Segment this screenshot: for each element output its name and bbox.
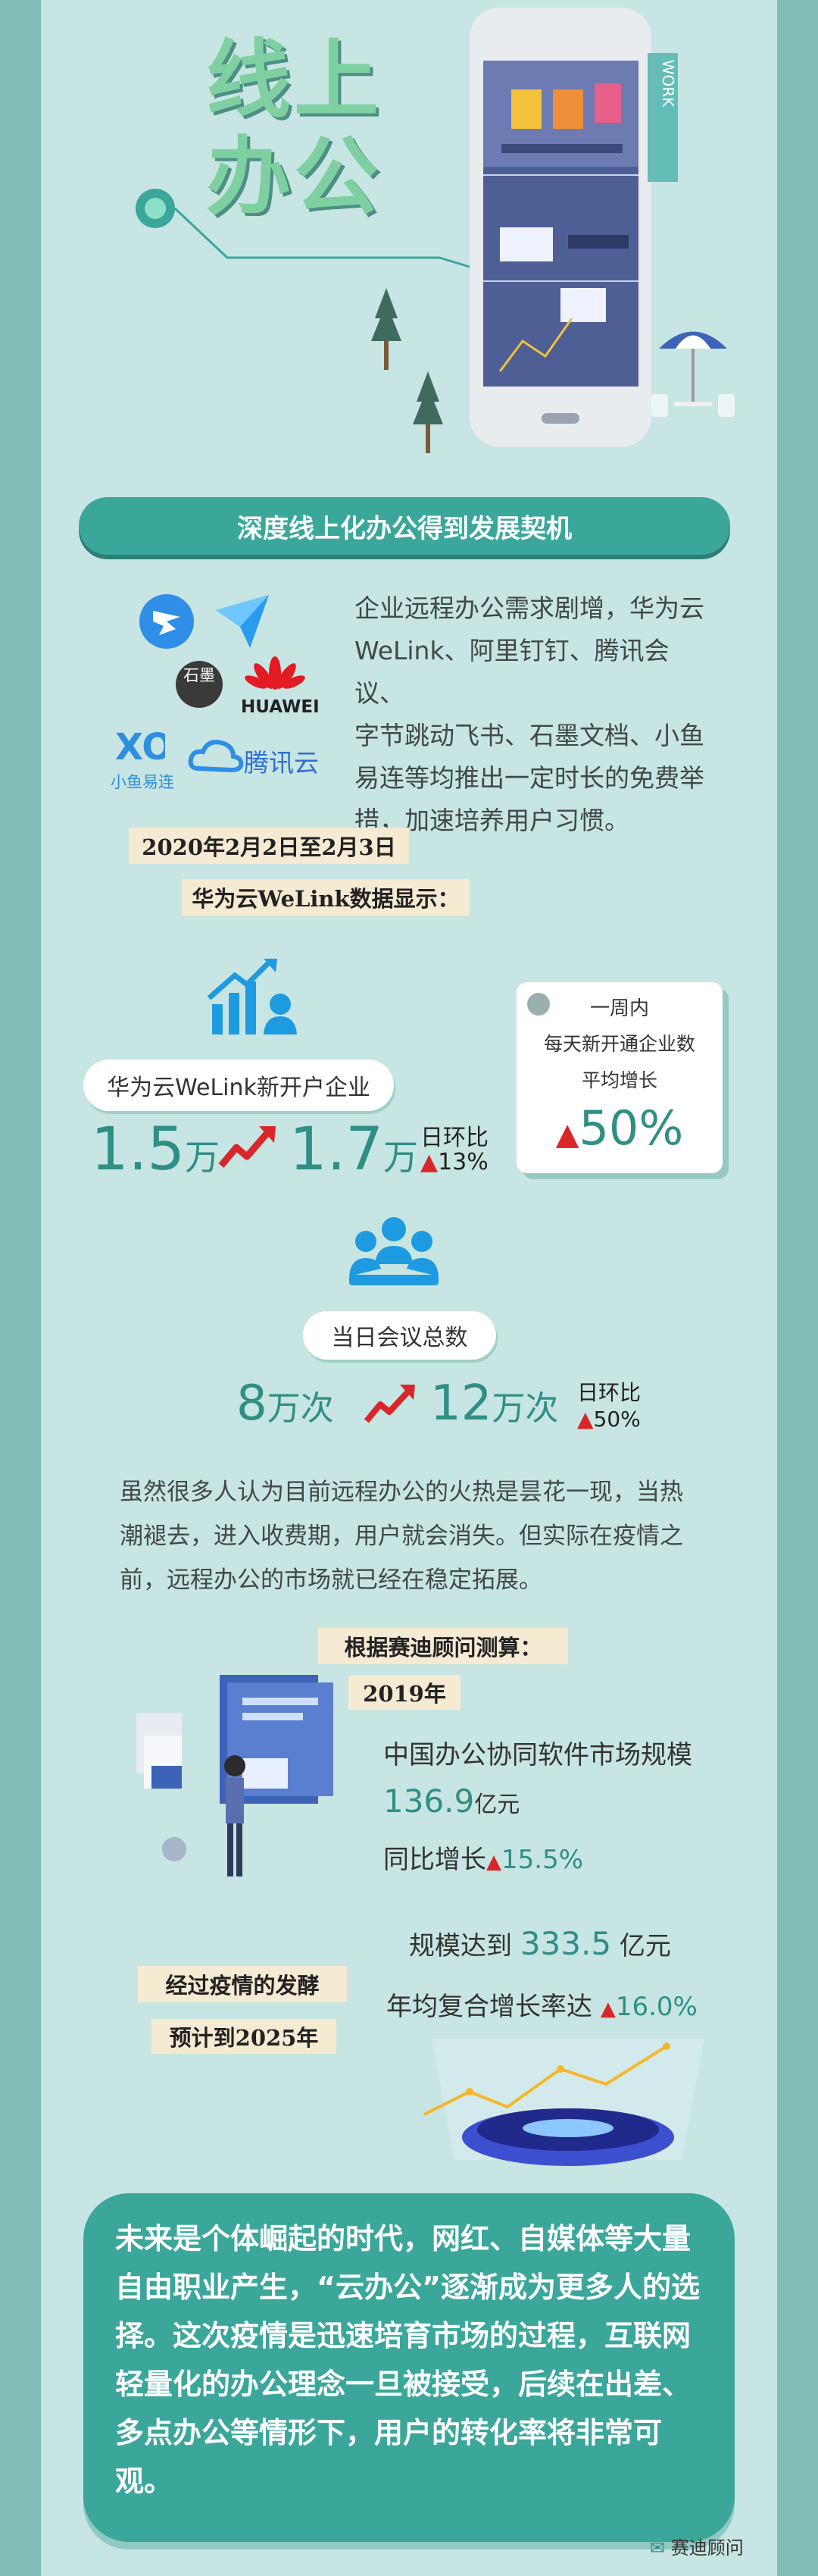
up-triangle-icon: ▲ — [486, 1851, 501, 1873]
section1-line-5: 措，加速培养用户习惯。 — [354, 806, 629, 835]
scale-value: 333.5 — [520, 1925, 612, 1962]
date-tag: 2020年2月2日至2月3日 — [129, 828, 409, 864]
new-users-to-value: 1.7 — [289, 1116, 384, 1184]
section2-line-2: 潮褪去，进入收费期，用户就会消失。但实际在疫情之 — [120, 1523, 683, 1550]
office-person-illustration — [136, 1675, 333, 1876]
section1-ribbon: 深度线上化办公得到发展契机 — [79, 497, 730, 555]
yoy-value: 15.5% — [501, 1845, 584, 1875]
tencent-cloud-logo-text: 腾讯云 — [244, 748, 319, 778]
wechat-icon: ✉ — [650, 2537, 666, 2559]
yoy-row: 同比增长▲15.5% — [383, 1839, 583, 1876]
section2-line-3: 前，远程办公的市场就已经在稳定拓展。 — [120, 1567, 542, 1594]
new-users-from: 1.5万 — [91, 1120, 220, 1179]
section1-line-4: 易连等均推出一定时长的免费举 — [354, 763, 704, 793]
huawei-logo-text: HUAWEI — [241, 697, 320, 717]
week-card-line3: 平均增长 — [581, 1069, 657, 1091]
feishu-logo-icon — [216, 595, 269, 648]
meetings-label-pill: 当日会议总数 — [303, 1311, 496, 1360]
title-line2: 办公 — [206, 128, 382, 227]
xiaoyu-logo-text: 小鱼易连 — [111, 773, 174, 791]
week-card-line1: 一周内 — [589, 997, 649, 1020]
cagr-value: 16.0% — [615, 1992, 698, 2022]
scale-row: 规模达到 333.5 亿元 — [409, 1925, 671, 1962]
section1-line-3: 字节跳动飞书、石墨文档、小鱼 — [354, 721, 704, 750]
meetings-ring: ▲50% — [577, 1407, 641, 1432]
meeting-people-icon — [349, 1217, 439, 1285]
scale-prefix: 规模达到 — [409, 1931, 512, 1961]
ferment-tag: 经过疫情的发酵 — [138, 1966, 347, 2002]
title-line1: 线上 — [206, 31, 382, 130]
phone-illustration: WORK — [470, 8, 678, 447]
meetings-ring-label: 日环比 — [577, 1380, 642, 1405]
welink-caption-tag: 华为云WeLink数据显示： — [182, 879, 470, 916]
growth-chart-user-icon — [207, 959, 297, 1034]
new-users-from-value: 1.5 — [91, 1116, 186, 1184]
up-triangle-icon: ▲ — [555, 1117, 579, 1152]
growth-platform-illustration — [423, 2039, 704, 2166]
scale-unit: 亿元 — [619, 1931, 671, 1961]
section1-line-2: WeLink、阿里钉钉、腾讯会议、 — [354, 636, 670, 708]
watermark: ✉ 赛迪顾问 — [650, 2533, 744, 2559]
week-card-value-row: ▲50% — [517, 1100, 723, 1156]
tencent-cloud-logo-icon — [188, 740, 244, 773]
section2-line-1: 虽然很多人认为目前远程办公的火热是昙花一现，当热 — [120, 1479, 683, 1506]
up-triangle-icon: ▲ — [600, 1998, 616, 2020]
meetings-to-value: 12 — [430, 1376, 492, 1432]
final-summary-text: 未来是个体崛起的时代，网红、自媒体等大量自由职业产生，“云办公”逐渐成为更多人的… — [115, 2222, 700, 2498]
new-users-to: 1.7万 — [289, 1120, 418, 1179]
umbrella-table-icon — [651, 331, 735, 417]
cagr-row: 年均复合增长率达 ▲16.0% — [386, 1986, 698, 2023]
market-unit: 亿元 — [474, 1792, 520, 1818]
section1-line-1: 企业远程办公需求剧增，华为云 — [354, 593, 704, 623]
year-tag: 2019年 — [348, 1675, 461, 1710]
tree-2-icon — [413, 371, 443, 453]
week-card-value: 50% — [579, 1100, 684, 1156]
week-growth-card: 一周内 每天新开通企业数 平均增长 ▲50% — [517, 982, 723, 1173]
svg-text:XO: XO — [115, 726, 165, 768]
meetings-to: 12万次 — [430, 1379, 558, 1428]
new-users-ring-label: 日环比 — [420, 1125, 489, 1151]
market-value: 136.9 — [383, 1783, 475, 1820]
yoy-label: 同比增长 — [383, 1845, 486, 1875]
trend-up-red-icon — [218, 1126, 276, 1168]
new-users-to-unit: 万 — [383, 1137, 419, 1178]
new-users-label-pill: 华为云WeLink新开户企业 — [83, 1060, 394, 1111]
meetings-ring-value: 50% — [593, 1407, 641, 1432]
tree-1-icon — [371, 288, 401, 370]
dingtalk-logo-icon — [139, 594, 194, 649]
card-dot-icon — [527, 993, 550, 1016]
meetings-from: 8万次 — [236, 1379, 334, 1428]
cagr-label: 年均复合增长率达 — [386, 1992, 592, 2022]
meetings-from-value: 8 — [236, 1376, 267, 1432]
section2-paragraph: 虽然很多人认为目前远程办公的火热是昙花一现，当热 潮褪去，进入收费期，用户就会消… — [120, 1470, 726, 1602]
xiaoyu-logo-icon: XO — [115, 726, 165, 768]
final-summary-box: 未来是个体崛起的时代，网红、自媒体等大量自由职业产生，“云办公”逐渐成为更多人的… — [83, 2193, 735, 2542]
trend-up-red-icon — [364, 1385, 415, 1423]
new-users-ring-value: 13% — [438, 1149, 489, 1175]
huawei-logo-icon — [245, 656, 305, 690]
measure-tag: 根据赛迪顾问测算： — [318, 1628, 568, 1664]
up-triangle-icon: ▲ — [577, 1407, 594, 1432]
market-label: 中国办公协同软件市场规模 — [383, 1740, 692, 1770]
forecast-tag: 预计到2025年 — [151, 2019, 336, 2054]
svg-text:WORK: WORK — [659, 60, 677, 108]
new-users-ring: ▲13% — [420, 1149, 489, 1175]
up-triangle-icon: ▲ — [420, 1149, 439, 1175]
meetings-to-unit: 万次 — [492, 1389, 559, 1428]
section1-paragraph: 企业远程办公需求剧增，华为云 WeLink、阿里钉钉、腾讯会议、 字节跳动飞书、… — [354, 587, 718, 842]
watermark-text: 赛迪顾问 — [670, 2537, 744, 2559]
week-card-line2: 每天新开通企业数 — [543, 1033, 695, 1055]
shimo-logo: 石墨 — [176, 661, 223, 708]
new-users-from-unit: 万 — [185, 1137, 220, 1178]
shimo-logo-text: 石墨 — [183, 666, 215, 684]
market-value-row: 136.9亿元 — [383, 1783, 520, 1820]
meetings-from-unit: 万次 — [267, 1389, 334, 1428]
